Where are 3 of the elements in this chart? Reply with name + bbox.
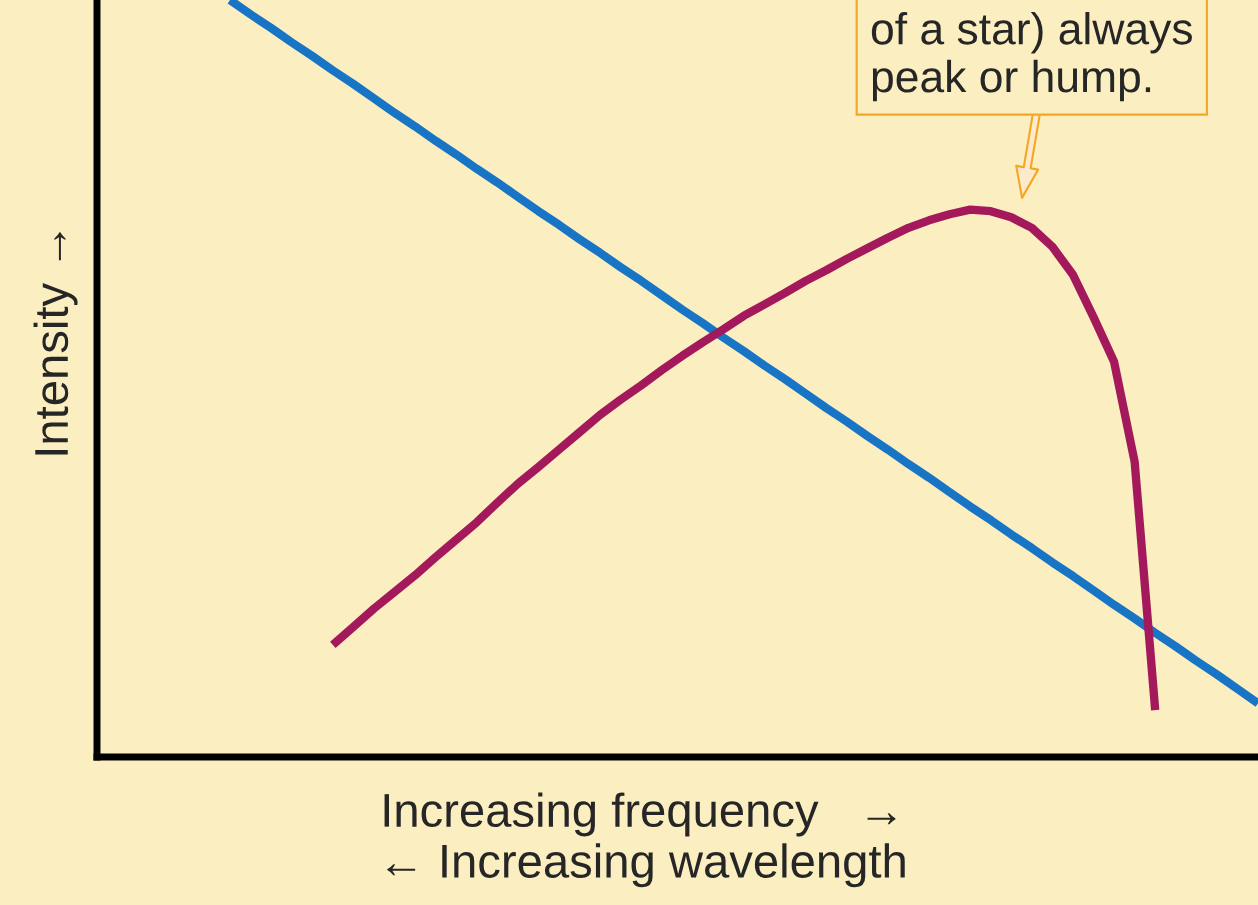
y-axis-title: Intensity → bbox=[33, 232, 78, 455]
x-axis-title: Increasing frequency → ← Increasing wavelength bbox=[384, 792, 905, 888]
annotation: of a star) always peak or hump. bbox=[871, 12, 1192, 102]
